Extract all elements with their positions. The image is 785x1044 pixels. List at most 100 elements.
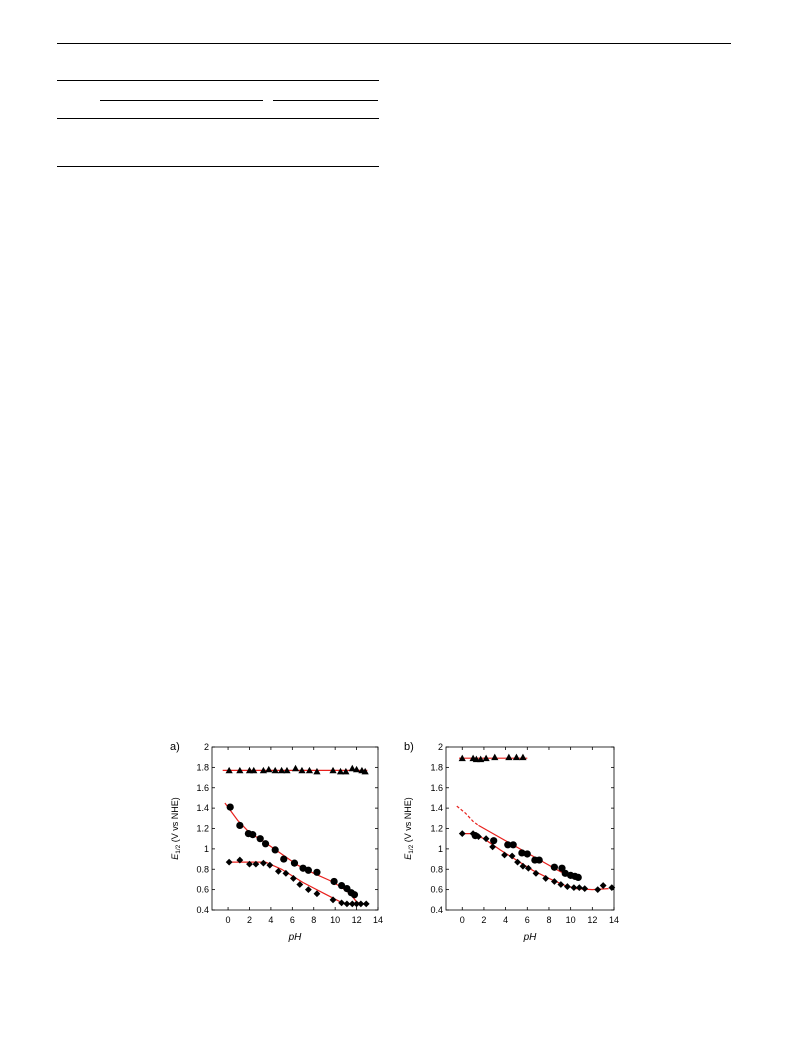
data-point-circle [304,866,312,874]
data-point-triangle [271,766,279,774]
data-point-triangle [352,765,361,773]
data-point-diamond [304,886,312,894]
table-bottom-rule [57,166,379,167]
data-point-circle [574,873,582,882]
y-axis-title-symbol: E [170,853,180,860]
data-point-diamond [225,858,233,866]
x-tick-label: 14 [609,915,619,925]
data-point-circle [490,837,498,845]
panel-label: a) [170,741,180,753]
data-point-circle [350,891,359,899]
data-point-diamond [501,851,508,859]
data-point-triangle [278,766,286,774]
data-point-circle [504,841,512,849]
data-point-circle [261,840,270,848]
data-point-circle [236,821,244,830]
y-tick-label: 1.8 [430,762,443,772]
y-tick-label: 1.2 [430,824,443,834]
data-point-circle [509,841,517,849]
data-point-diamond [289,875,297,882]
data-point-diamond [282,869,290,877]
data-point-triangle [225,766,233,774]
table-group-rule-right [273,100,378,101]
data-point-diamond [508,852,516,860]
data-point-triangle [491,753,499,761]
x-tick-label: 0 [226,915,231,925]
data-point-diamond [362,900,370,908]
y-tick-label: 0.8 [430,864,443,874]
data-point-triangle [482,754,490,762]
data-point-diamond [266,861,274,869]
x-tick-label: 10 [566,915,576,925]
data-point-diamond [542,875,550,882]
data-point-diamond [594,886,602,894]
data-point-diamond [353,900,360,908]
data-point-triangle [329,766,337,774]
x-tick-label: 0 [460,915,465,925]
table-header-rule [57,118,379,119]
x-tick-label: 12 [352,915,362,925]
data-point-circle [290,859,299,867]
data-point-triangle [361,767,369,775]
data-point-diamond [260,859,267,867]
data-point-diamond [343,900,351,908]
data-point-circle [271,846,279,854]
y-tick-label: 2 [204,742,209,752]
plot-frame [211,746,379,911]
data-point-diamond [329,896,337,904]
table-group-rule-left [100,100,263,101]
y-tick-label: 1.6 [196,783,209,793]
y-tick-label: 0.6 [430,885,443,895]
y-tick-label: 1.6 [430,783,443,793]
y-axis-title-unit: (V vs NHE) [170,797,180,845]
data-point-diamond [532,869,540,877]
data-point-diamond [575,884,583,891]
data-point-triangle [458,754,466,762]
data-point-triangle [336,767,345,775]
data-point-diamond [338,899,345,907]
page-header-rule [57,43,731,44]
x-tick-label: 2 [481,915,486,925]
y-axis-title: E1/2 (V vs NHE) [403,797,415,860]
data-point-circle [518,849,526,857]
data-point-triangle [250,766,258,774]
x-axis-title: pH [288,932,303,943]
data-point-diamond [275,867,282,875]
data-point-triangle [313,767,321,775]
data-point-circle [561,869,569,877]
data-point-triangle [512,753,521,761]
fit-line [228,861,368,905]
data-point-diamond [236,856,244,864]
y-axis-title: E1/2 (V vs NHE) [170,797,182,860]
y-axis-title-symbol: E [403,853,413,860]
data-point-triangle [348,764,356,772]
data-point-circle [523,850,531,858]
data-point-circle [337,881,346,890]
x-tick-label: 4 [503,915,508,925]
y-axis-title-unit: (V vs NHE) [403,797,413,845]
data-point-diamond [357,900,365,908]
data-point-triangle [291,764,300,772]
data-point-diamond [581,885,589,893]
data-point-circle [256,835,264,843]
fit-line [456,805,479,826]
data-point-diamond [519,862,527,870]
y-tick-label: 2 [438,742,443,752]
y-tick-label: 1 [438,844,443,854]
y-tick-label: 1.2 [196,824,209,834]
y-tick-label: 1 [204,844,209,854]
y-tick-label: 0.8 [196,864,209,874]
data-point-triangle [265,765,273,773]
x-tick-label: 2 [247,915,252,925]
data-point-triangle [305,766,314,774]
data-point-diamond [469,830,477,837]
data-point-diamond [557,881,565,888]
y-axis-title-subscript: 1/2 [408,844,415,853]
data-point-diamond [475,833,482,841]
data-point-circle [226,803,234,811]
data-point-circle [280,855,288,863]
x-tick-label: 14 [373,915,383,925]
data-point-diamond [524,864,532,872]
data-point-circle [550,863,558,871]
